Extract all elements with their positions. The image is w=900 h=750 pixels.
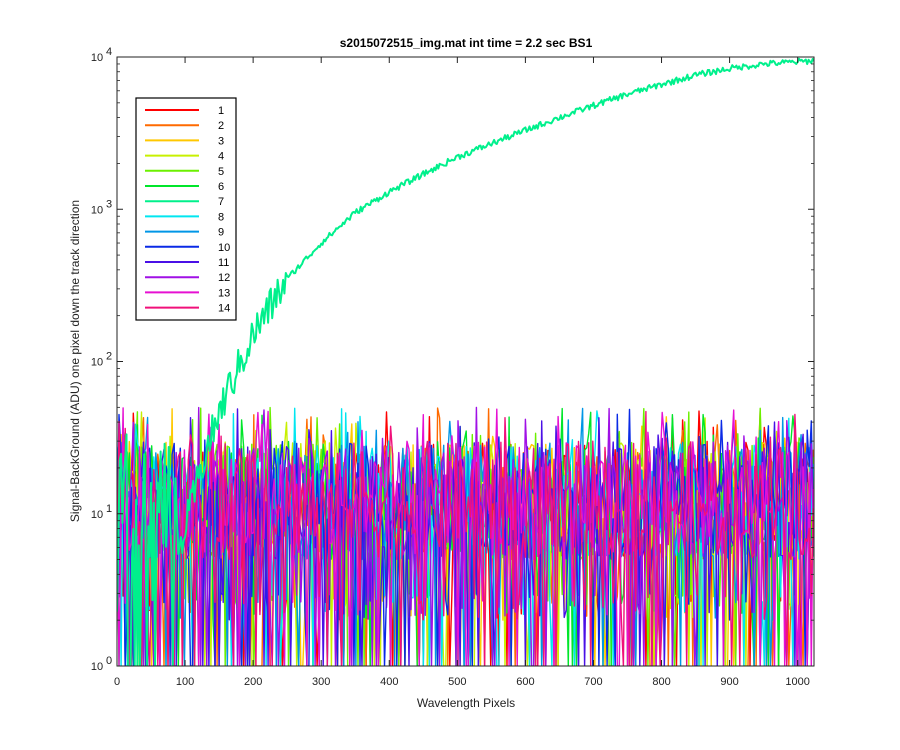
legend-label-11: 11 [218, 257, 229, 269]
x-tick-label: 100 [176, 676, 194, 688]
y-tick-label: 10 [91, 509, 103, 521]
y-tick-label: 10 [91, 204, 103, 216]
x-axis: 0 100 200 300 400 500 600 700 800 900 1000 [114, 57, 810, 688]
x-tick-label: 800 [652, 676, 670, 688]
legend-label-14: 14 [218, 303, 230, 315]
y-tick-label: 10 [91, 357, 103, 369]
y-tick-exponent: 4 [106, 46, 112, 58]
series-line-13 [117, 407, 814, 666]
y-tick-exponent: 2 [106, 351, 112, 363]
y-tick-exponent: 1 [106, 503, 112, 515]
legend-label-7: 7 [218, 196, 224, 208]
x-tick-label: 900 [720, 676, 738, 688]
x-tick-label: 700 [584, 676, 602, 688]
legend-label-6: 6 [218, 181, 224, 193]
legend-label-9: 9 [218, 227, 224, 239]
y-axis-label: Signal-BackGround (ADU) one pixel down t… [68, 200, 82, 522]
series-line-7 [117, 57, 814, 666]
legend-label-12: 12 [218, 272, 230, 284]
x-tick-label: 400 [380, 676, 398, 688]
y-tick-label: 10 [91, 52, 103, 64]
legend-box [135, 97, 237, 321]
legend-label-5: 5 [218, 166, 224, 178]
legend-label-13: 13 [218, 287, 230, 299]
legend-label-2: 2 [218, 120, 224, 132]
x-tick-label: 1000 [785, 676, 809, 688]
x-tick-label: 200 [244, 676, 262, 688]
x-tick-label: 300 [312, 676, 330, 688]
legend-label-1: 1 [218, 105, 224, 117]
chart-title: s2015072515_img.mat int time = 2.2 sec B… [340, 36, 593, 50]
series-line-14 [117, 410, 814, 666]
series-layer [117, 57, 814, 666]
x-tick-label: 600 [516, 676, 534, 688]
legend-label-10: 10 [218, 242, 230, 254]
y-tick-exponent: 0 [106, 655, 112, 667]
legend-label-4: 4 [218, 151, 224, 163]
y-tick-exponent: 3 [106, 198, 112, 210]
legend-label-8: 8 [218, 211, 224, 223]
legend-label-3: 3 [218, 135, 224, 147]
x-tick-label: 0 [114, 676, 120, 688]
x-axis-label: Wavelength Pixels [417, 696, 515, 710]
y-tick-label: 10 [91, 661, 103, 673]
x-tick-label: 500 [448, 676, 466, 688]
